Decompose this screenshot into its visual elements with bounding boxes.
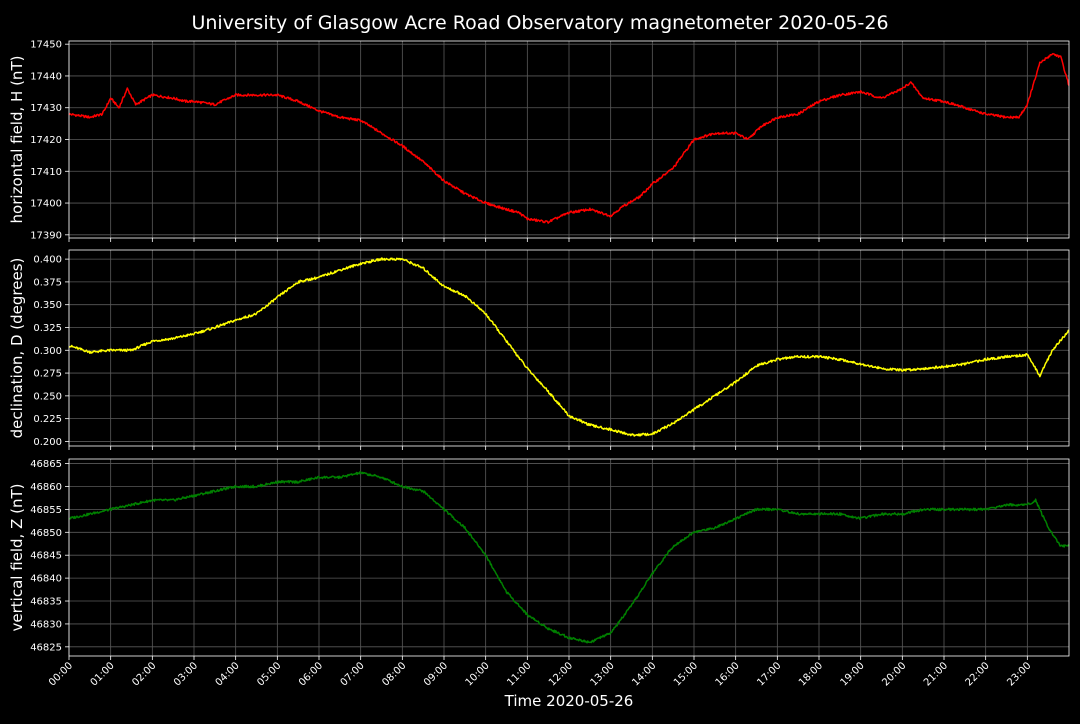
x-tick-label: 14:00 bbox=[630, 660, 658, 688]
y-axis-title: declination, D (degrees) bbox=[8, 258, 26, 439]
x-tick-label: 19:00 bbox=[839, 660, 867, 688]
series-line-3 bbox=[68, 471, 1070, 644]
x-tick-label: 01:00 bbox=[89, 660, 117, 688]
x-tick-label: 23:00 bbox=[1005, 660, 1033, 688]
series-line-1 bbox=[68, 52, 1070, 224]
y-tick-label: 0.275 bbox=[33, 369, 62, 380]
x-axis-title: Time 2020-05-26 bbox=[504, 692, 634, 710]
y-tick-label: 17440 bbox=[30, 71, 62, 82]
y-tick-label: 0.350 bbox=[33, 300, 62, 311]
x-tick-label: 15:00 bbox=[672, 660, 700, 688]
panel-2: 0.200 0.225 0.250 0.275 0.300 0.325 0.350 0.375… bbox=[8, 249, 1070, 450]
y-tick-label: 46850 bbox=[30, 528, 62, 539]
x-tick-label: 06:00 bbox=[297, 660, 325, 688]
x-tick-label: 02:00 bbox=[130, 660, 158, 688]
y-tick-label: 46855 bbox=[30, 505, 62, 516]
y-tick-label: 46865 bbox=[30, 459, 62, 470]
y-tick-label: 0.375 bbox=[33, 277, 62, 288]
x-tick-label: 07:00 bbox=[339, 660, 367, 688]
y-tick-label: 0.400 bbox=[33, 255, 62, 266]
x-tick-label: 04:00 bbox=[214, 660, 242, 688]
y-tick-label: 17430 bbox=[30, 103, 62, 114]
x-tick-label: 20:00 bbox=[880, 660, 908, 688]
x-tick-label: 03:00 bbox=[172, 660, 200, 688]
panel-frame bbox=[68, 40, 1070, 239]
x-tick-label: 10:00 bbox=[464, 660, 492, 688]
x-tick-label: 12:00 bbox=[547, 660, 575, 688]
y-tick-label: 46845 bbox=[30, 551, 62, 562]
y-tick-label: 46825 bbox=[30, 642, 62, 653]
panel-3: 46825 46830 46835 46840 46845 46850 46855 46860… bbox=[8, 458, 1070, 660]
x-tick-label: 21:00 bbox=[922, 660, 950, 688]
y-tick-label: 0.200 bbox=[33, 437, 62, 448]
y-tick-label: 46840 bbox=[30, 574, 62, 585]
x-tick-label: 11:00 bbox=[505, 660, 533, 688]
y-tick-label: 0.325 bbox=[33, 323, 62, 334]
y-tick-label: 0.225 bbox=[33, 414, 62, 425]
y-tick-label: 17400 bbox=[30, 199, 62, 210]
y-axis-title: vertical field, Z (nT) bbox=[8, 483, 26, 631]
x-tick-label: 16:00 bbox=[714, 660, 742, 688]
x-tick-label: 13:00 bbox=[589, 660, 617, 688]
y-tick-label: 17410 bbox=[30, 167, 62, 178]
y-tick-label: 17450 bbox=[30, 40, 62, 51]
x-tick-label: 22:00 bbox=[964, 660, 992, 688]
x-tick-label: 09:00 bbox=[422, 660, 450, 688]
panel-frame bbox=[68, 249, 1070, 447]
y-tick-label: 17390 bbox=[30, 230, 62, 241]
series-line-2 bbox=[68, 257, 1070, 437]
panel-frame bbox=[68, 458, 1070, 657]
x-tick-label: 00:00 bbox=[47, 660, 75, 688]
chart-title: University of Glasgow Acre Road Observat… bbox=[191, 12, 888, 34]
y-tick-label: 17420 bbox=[30, 135, 62, 146]
x-tick-label: 18:00 bbox=[797, 660, 825, 688]
x-tick-label: 05:00 bbox=[255, 660, 283, 688]
y-tick-label: 46835 bbox=[30, 597, 62, 608]
x-tick-label: 17:00 bbox=[755, 660, 783, 688]
y-tick-label: 0.300 bbox=[33, 346, 62, 357]
y-tick-label: 46860 bbox=[30, 482, 62, 493]
panel-1: 17390 17400 17410 17420 17430 17440 17450 horiz… bbox=[8, 40, 1070, 242]
y-tick-label: 46830 bbox=[30, 619, 62, 630]
x-tick-label: 08:00 bbox=[380, 660, 408, 688]
panels-layer: 17390 17400 17410 17420 17430 17440 17450 horiz… bbox=[8, 40, 1070, 689]
y-tick-label: 0.250 bbox=[33, 391, 62, 402]
y-axis-title: horizontal field, H (nT) bbox=[8, 56, 26, 224]
